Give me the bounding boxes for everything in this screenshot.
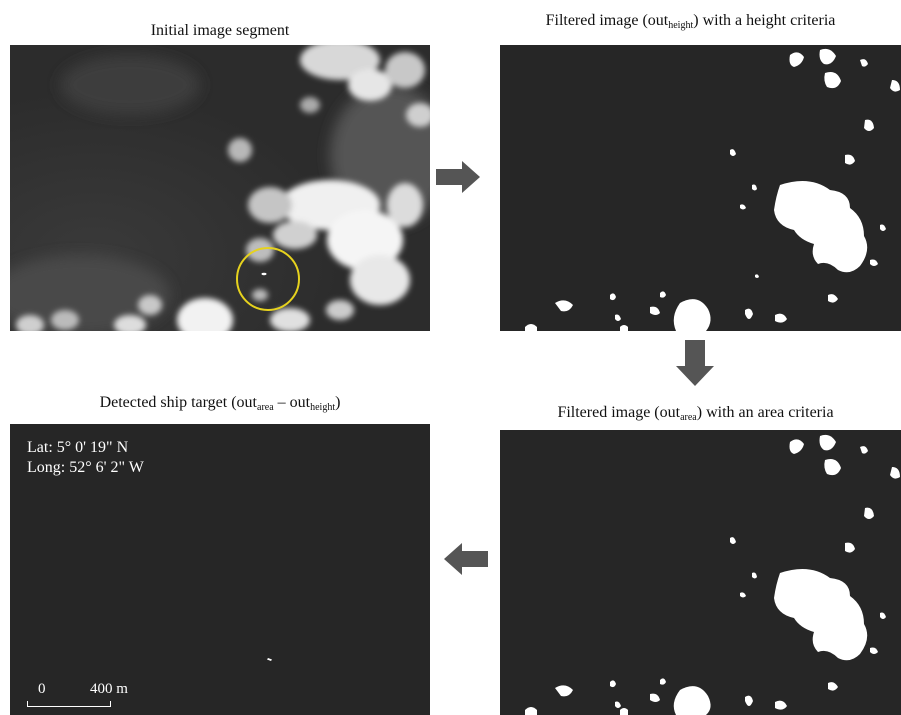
detected-target-panel: Lat: 5° 0' 19" N Long: 52° 6' 2" W 0 400…: [10, 424, 430, 715]
initial-image-render: [10, 45, 430, 331]
caption-detected-mid: – out: [273, 394, 311, 411]
caption-detected-sub1: area: [257, 402, 274, 413]
height-mask-blobs: [525, 48, 900, 331]
caption-area-sub: area: [680, 412, 697, 423]
caption-height-pre: Filtered image (out: [545, 12, 669, 29]
initial-image-panel: [10, 45, 430, 331]
caption-area-filter: Filtered image (outarea) with an area cr…: [490, 404, 901, 423]
caption-detected-pre: Detected ship target (out: [99, 394, 257, 411]
height-filtered-panel: [500, 45, 901, 331]
latitude-label: Lat: 5° 0' 19" N: [27, 439, 129, 456]
scale-bar: [27, 701, 111, 707]
caption-area-post: ) with an area criteria: [696, 404, 834, 421]
cloud-layer: [16, 45, 430, 331]
caption-detected-sub2: height: [310, 402, 336, 413]
longitude-label: Long: 52° 6' 2" W: [27, 459, 144, 476]
caption-area-pre: Filtered image (out: [557, 404, 681, 421]
area-mask-render: [525, 434, 900, 715]
caption-detected: Detected ship target (outarea – outheigh…: [10, 394, 430, 413]
detected-ship-render: [267, 658, 272, 661]
caption-initial: Initial image segment: [150, 22, 290, 39]
coordinates-readout: Lat: 5° 0' 19" N Long: 52° 6' 2" W: [27, 438, 144, 478]
caption-detected-post: ): [335, 394, 341, 411]
caption-height-filter: Filtered image (outheight) with a height…: [480, 12, 901, 31]
area-mask-blobs: [525, 434, 900, 715]
detected-ship-mark: [267, 658, 272, 661]
area-filtered-panel: [500, 430, 901, 715]
caption-height-sub: height: [668, 20, 694, 31]
height-mask-render: [525, 48, 900, 331]
arrow-right-icon: [436, 161, 480, 193]
arrow-down-icon: [676, 340, 714, 386]
scale-end-label: 400 m: [90, 681, 128, 697]
ship-highlight-circle: [236, 247, 300, 311]
arrow-left-icon: [444, 543, 488, 575]
caption-height-post: ) with a height criteria: [693, 12, 836, 29]
scale-start-label: 0: [38, 681, 46, 697]
ship-target-dot: [261, 272, 267, 276]
